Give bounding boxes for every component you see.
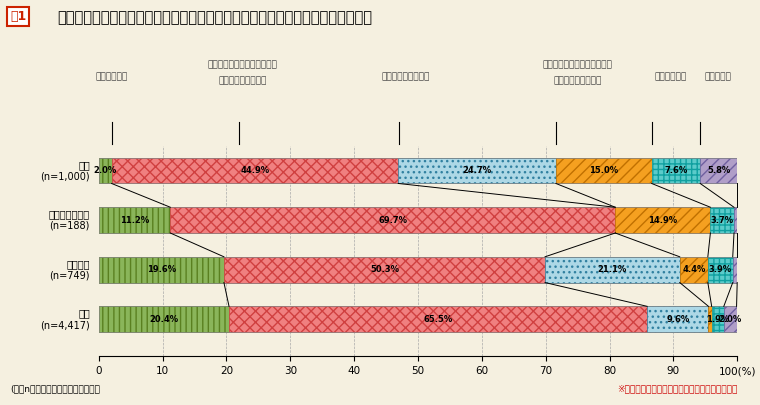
Text: 2.0%: 2.0% <box>93 166 117 175</box>
Bar <box>545 257 679 283</box>
Text: 44.9%: 44.9% <box>240 166 270 175</box>
Bar <box>733 257 737 283</box>
Bar <box>99 306 229 332</box>
Text: 2.0%: 2.0% <box>718 315 742 324</box>
Bar <box>679 257 708 283</box>
Bar <box>616 207 711 233</box>
Bar <box>708 306 711 332</box>
Text: 1.9%: 1.9% <box>706 315 730 324</box>
Text: 19.6%: 19.6% <box>147 265 176 274</box>
Text: 50.3%: 50.3% <box>370 265 399 274</box>
Text: 全体として倫理感が高いが、: 全体として倫理感が高いが、 <box>207 60 277 69</box>
Bar <box>724 306 736 332</box>
Bar <box>99 207 737 233</box>
Bar <box>99 158 737 183</box>
Bar <box>99 306 737 332</box>
Bar <box>398 158 556 183</box>
Text: 一般職の国家公務員の倫理感について、現在、どのような印象をお持ちですか。: 一般職の国家公務員の倫理感について、現在、どのような印象をお持ちですか。 <box>57 10 372 25</box>
Bar <box>708 257 733 283</box>
Bar <box>112 158 398 183</box>
Bar <box>99 158 112 183</box>
Text: 69.7%: 69.7% <box>378 215 407 225</box>
Text: ※有識者モニターは「分からない」の選択者なし: ※有識者モニターは「分からない」の選択者なし <box>617 384 737 393</box>
Bar <box>170 207 616 233</box>
Bar <box>224 257 545 283</box>
Text: 4.4%: 4.4% <box>682 265 705 274</box>
Bar <box>229 306 648 332</box>
Bar <box>648 306 708 332</box>
Text: 24.7%: 24.7% <box>463 166 492 175</box>
Bar <box>711 306 724 332</box>
Bar <box>99 257 737 283</box>
Text: (注）n：有効回答者数（以下同じ）: (注）n：有効回答者数（以下同じ） <box>10 384 100 393</box>
Text: 倫理感が高い: 倫理感が高い <box>96 72 128 81</box>
Text: 3.9%: 3.9% <box>709 265 732 274</box>
Text: 倫理感が低い: 倫理感が低い <box>654 72 686 81</box>
Text: 7.6%: 7.6% <box>664 166 688 175</box>
Text: 分からない: 分からない <box>705 72 731 81</box>
Text: 21.1%: 21.1% <box>598 265 627 274</box>
Text: どちらとも言えない: どちらとも言えない <box>381 72 429 81</box>
Text: 15.0%: 15.0% <box>589 166 619 175</box>
Bar <box>700 158 737 183</box>
Text: 一部に高い者もいる: 一部に高い者もいる <box>553 76 602 85</box>
Bar <box>734 207 737 233</box>
Bar <box>99 257 224 283</box>
Text: 5.8%: 5.8% <box>707 166 730 175</box>
Text: 20.4%: 20.4% <box>150 315 179 324</box>
Bar <box>711 207 734 233</box>
Text: 一部に低い者もいる: 一部に低い者もいる <box>218 76 267 85</box>
Text: 3.7%: 3.7% <box>711 215 733 225</box>
Text: 全体として倫理感が低いが、: 全体として倫理感が低いが、 <box>543 60 613 69</box>
Text: 9.6%: 9.6% <box>667 315 689 324</box>
Text: 14.9%: 14.9% <box>648 215 677 225</box>
Text: 図1: 図1 <box>10 10 26 23</box>
Bar <box>556 158 651 183</box>
Bar <box>99 207 170 233</box>
Text: 11.2%: 11.2% <box>120 215 149 225</box>
Bar <box>651 158 700 183</box>
Text: 65.5%: 65.5% <box>423 315 453 324</box>
